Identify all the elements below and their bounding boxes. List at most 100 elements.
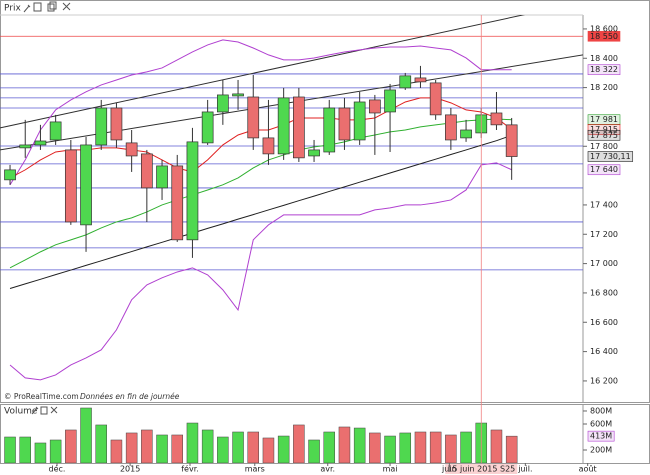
tool-icon[interactable] [62, 2, 71, 11]
volume-toolbar[interactable] [31, 406, 58, 415]
y-tick-label: 600M [590, 419, 612, 428]
candle-body [49, 121, 62, 141]
candle-body [110, 107, 123, 141]
candle-body [429, 82, 442, 116]
candle-body [353, 101, 366, 141]
y-tick-label: 18 200 [590, 83, 618, 92]
x-tick-label: août [579, 465, 597, 474]
volume-bar [247, 431, 260, 463]
candle-body [505, 124, 518, 157]
candle-body [247, 96, 260, 139]
value-label: 18 322 [590, 65, 618, 74]
volume-bar [399, 432, 412, 463]
volume-bar [353, 427, 366, 463]
value-label-box [587, 151, 634, 162]
tool-icon[interactable] [23, 4, 31, 13]
candle-body [399, 75, 412, 89]
trend-line [0, 15, 526, 129]
volume-bar [460, 431, 472, 463]
tool-icon[interactable] [47, 3, 55, 12]
price-plot [0, 15, 583, 381]
y-tick-label: 16 600 [590, 318, 618, 327]
candle-body [338, 107, 351, 141]
candle-body [34, 140, 47, 146]
value-label-box [587, 129, 621, 141]
value-label: 17 640 [590, 165, 618, 174]
x-tick-label: juil. [517, 465, 532, 474]
volume-bar [186, 422, 199, 463]
volume-bar [217, 436, 229, 463]
cursor-label-box [445, 464, 518, 474]
x-tick-label: mars [245, 465, 265, 474]
price-toolbar[interactable] [23, 1, 71, 13]
value-label: 18 550 [590, 32, 618, 41]
x-tick-label: févr. [181, 464, 199, 474]
x-tick-label: déc. [49, 464, 66, 474]
candle-body [323, 107, 336, 153]
candle-body [490, 112, 503, 126]
value-label: 17 730,11 [590, 152, 631, 161]
candle-body [95, 107, 108, 146]
y-tick-label: 18 600 [590, 24, 618, 33]
value-label: 413M [590, 432, 612, 441]
price-title: Prix [4, 4, 21, 14]
candle-body [64, 149, 77, 223]
candle-body [140, 153, 153, 189]
candle-body [293, 96, 305, 159]
volume-bar [414, 431, 427, 463]
candle-body [308, 149, 320, 157]
candle-body [125, 142, 138, 157]
candle-body [262, 137, 275, 155]
volume-bar [156, 434, 168, 463]
value-label-box [587, 64, 621, 76]
tool-icon[interactable] [50, 406, 58, 414]
volume-bar [384, 435, 396, 463]
volume-bar [110, 439, 123, 463]
candle-body [216, 94, 229, 113]
y-tick-label: 16 400 [590, 347, 618, 356]
indicator-line [9, 39, 512, 186]
volume-bar [95, 424, 107, 463]
y-tick-label: 16 200 [590, 376, 618, 385]
y-tick-label: 17 200 [590, 230, 618, 239]
y-tick-label: 17 400 [590, 200, 618, 209]
y-tick-label: 800M [590, 406, 612, 415]
tool-icon[interactable] [40, 406, 48, 415]
watermark: © ProRealTime.com [4, 392, 79, 401]
indicator-line [9, 162, 512, 381]
tool-icon[interactable] [31, 406, 39, 415]
value-label: 17 981 [590, 115, 618, 124]
candle-body [414, 77, 427, 83]
volume-bar [445, 434, 457, 463]
volume-bar [277, 435, 290, 463]
indicator-line [9, 134, 512, 290]
tool-icon[interactable] [49, 1, 57, 10]
tool-icon[interactable] [33, 2, 42, 12]
indicator-line [9, 97, 512, 179]
volume-bar [323, 431, 336, 463]
y-tick-label: 200M [590, 445, 612, 454]
candle-body [201, 111, 214, 144]
indicator-line [9, 118, 512, 269]
volume-bar [369, 432, 381, 463]
candle-body [369, 99, 381, 114]
candle-body [460, 129, 472, 139]
value-label: 17 875 [590, 131, 618, 140]
candle-body [277, 97, 290, 155]
volume-bar [80, 407, 92, 463]
candle-body [186, 141, 199, 241]
volume-bar [262, 437, 275, 463]
volume-bar [429, 431, 442, 463]
y-tick-label: 16 800 [590, 288, 618, 297]
candle-body [19, 144, 32, 149]
volume-bar [232, 431, 244, 463]
volume-bar [125, 432, 138, 463]
y-tick-label: 18 400 [590, 54, 618, 63]
value-label-box [587, 430, 615, 442]
volume-bar [19, 436, 31, 463]
volume-bar [308, 439, 320, 463]
x-tick-label: avr. [320, 465, 335, 474]
value-label-box [587, 164, 621, 176]
